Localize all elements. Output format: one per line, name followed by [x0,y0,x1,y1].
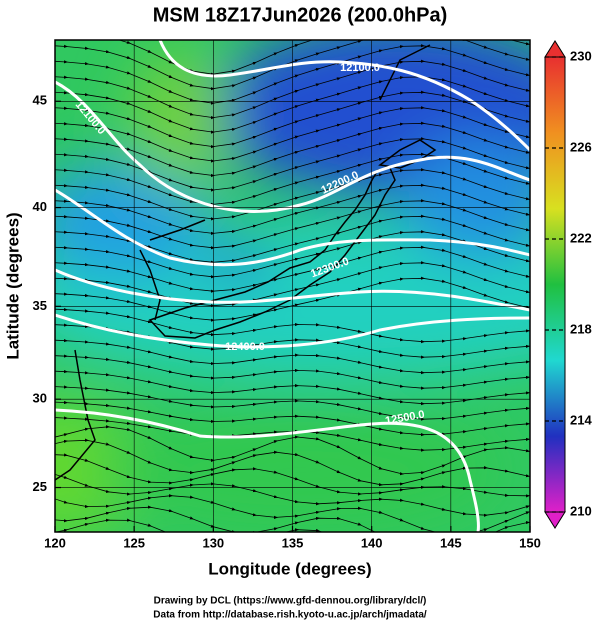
y-tick-label: 35 [33,298,47,313]
streamline [55,518,530,532]
colorbar-tick-label: 218 [570,321,592,336]
x-tick-label: 125 [123,535,145,550]
colorbar-bottom-arrow [544,511,566,529]
x-tick-label: 120 [44,535,66,550]
field: 12100.0 12100.0 12200.0 12300.0 12400.0 … [55,40,530,532]
colorbar-scale [544,56,566,513]
axes: 120 125 130 135 140 145 150 25 30 35 40 45 [33,93,541,551]
colorbar-tick-label: 226 [570,139,592,154]
y-tick-label: 45 [33,93,47,108]
colorbar-tick-label: 222 [570,230,592,245]
y-tick-label: 40 [33,199,47,214]
x-tick-label: 140 [361,535,383,550]
colorbar-tick-label: 210 [570,503,592,518]
y-tick-label: 25 [33,479,47,494]
colorbar: 210 214 218 222 226 230 [544,40,592,529]
grid [55,40,530,532]
colorbar-tick-label: 214 [570,412,592,427]
colorbar-tick-label: 230 [570,48,592,63]
contour-label: 12100.0 [340,62,380,74]
contour-label: 12400.0 [225,341,265,353]
x-tick-label: 135 [282,535,304,550]
x-axis-label: Longitude (degrees) [208,559,371,578]
x-tick-label: 130 [202,535,224,550]
x-tick-label: 145 [440,535,462,550]
footer-line: Data from http://database.rish.kyoto-u.a… [153,610,427,621]
y-tick-label: 30 [33,391,47,406]
footer-line: Drawing by DCL (https://www.gfd-dennou.o… [154,596,427,607]
y-axis-label: Latitude (degrees) [3,212,22,359]
colorbar-top-arrow [544,40,566,58]
x-tick-label: 150 [519,535,541,550]
title: MSM 18Z17Jun2026 (200.0hPa) [153,4,448,26]
streamline [55,276,530,322]
